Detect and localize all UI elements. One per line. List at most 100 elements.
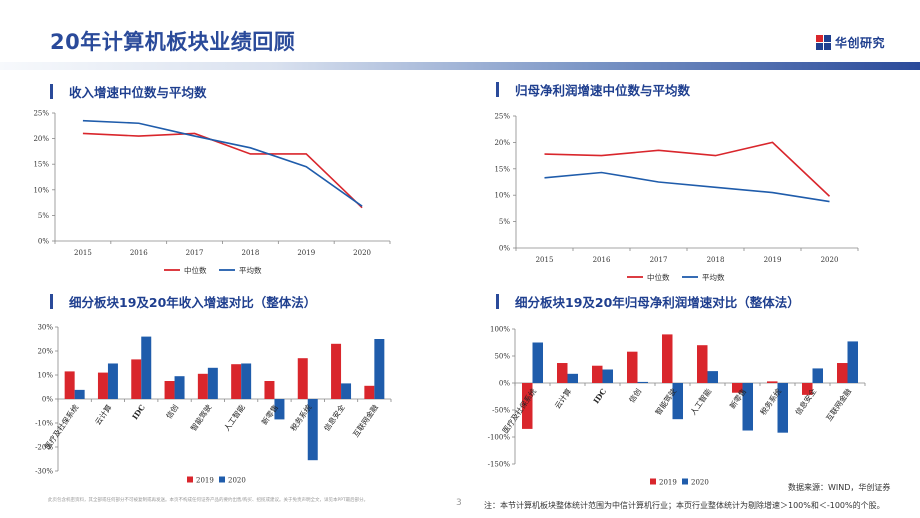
- y-tick-label: -100%: [488, 434, 511, 442]
- page-number: 3: [456, 498, 462, 508]
- legend-swatch-1: [219, 476, 225, 483]
- logo-text: 华创研究: [835, 36, 886, 50]
- section-title-text: 收入增速中位数与平均数: [69, 85, 207, 100]
- series-line-1: [82, 119, 363, 207]
- bar-2020-0: [532, 342, 543, 383]
- bar-2020-5: [241, 363, 252, 399]
- y-tick-label: -150%: [488, 461, 511, 469]
- bar-2019-1: [97, 372, 108, 399]
- y-tick-label: 10%: [33, 186, 49, 194]
- bar-2019-0: [64, 371, 75, 399]
- disclaimer: 此页包含机密资料，其全部或任何部分不可被复制或再发送。本页不构成任何证券产品的要…: [48, 498, 369, 503]
- section-marker: [496, 294, 499, 309]
- section-title-profit: 归母净利润增速中位数与平均数: [496, 80, 690, 99]
- x-tick-label: 2019: [764, 256, 782, 264]
- bar-2019-2: [131, 359, 142, 399]
- y-tick-label: 5%: [499, 218, 510, 226]
- bar-2020-1: [107, 363, 118, 399]
- bar-2020-3: [637, 381, 648, 383]
- legend-swatch-1: [682, 478, 688, 485]
- x-tick-label: 云计算: [552, 386, 573, 411]
- bar-2020-9: [847, 341, 858, 383]
- footnote: 注：本节计算机板块整体统计范围为中信计算机行业；本页行业整体统计为剔除增速＞10…: [484, 501, 885, 510]
- bar-2020-2: [141, 336, 152, 399]
- bar-2019-5: [697, 345, 708, 383]
- section-title-text: 归母净利润增速中位数与平均数: [515, 83, 691, 98]
- y-tick-label: 20%: [494, 139, 510, 147]
- bar-2020-8: [341, 383, 352, 399]
- legend-label-1: 2020: [228, 477, 246, 485]
- bar-2020-9: [374, 339, 385, 399]
- bar-2019-4: [662, 334, 673, 383]
- bar-2020-6: [742, 383, 753, 431]
- bar-2020-7: [307, 399, 318, 461]
- bar-2019-1: [557, 363, 568, 383]
- bar-2019-7: [297, 358, 308, 399]
- y-tick-label: -50%: [492, 407, 510, 415]
- bar-2020-8: [812, 368, 823, 383]
- bar-2019-3: [627, 351, 638, 383]
- bar-2020-6: [274, 399, 285, 420]
- legend-swatch-0: [650, 478, 656, 485]
- bar-2019-4: [197, 373, 208, 399]
- series-line-0: [544, 141, 831, 197]
- bar-2019-8: [802, 383, 813, 395]
- x-tick-label: 2017: [650, 256, 668, 264]
- y-tick-label: 0%: [42, 396, 53, 404]
- series-line-0: [82, 132, 363, 209]
- legend-label-1: 平均数: [702, 272, 725, 282]
- x-tick-label: 2020: [353, 249, 371, 257]
- bar-2020-2: [602, 369, 613, 383]
- y-tick-label: -10%: [35, 420, 53, 428]
- legend-label-0: 2019: [659, 479, 677, 487]
- x-tick-label: 2020: [821, 256, 839, 264]
- bar-2019-9: [837, 363, 848, 383]
- bar-2019-7: [767, 381, 778, 383]
- y-tick-label: 25%: [494, 113, 510, 121]
- bar-2020-3: [174, 376, 185, 399]
- legend-label-1: 平均数: [239, 265, 262, 275]
- y-tick-label: 10%: [494, 192, 510, 200]
- logo: 华创研究: [816, 34, 885, 51]
- legend-label-0: 2019: [196, 477, 214, 485]
- y-tick-label: 100%: [490, 326, 510, 334]
- data-source: 数据来源：WIND，华创证券: [788, 483, 891, 492]
- bar-2019-5: [231, 364, 242, 399]
- y-tick-label: 30%: [37, 324, 53, 332]
- section-marker: [50, 84, 53, 99]
- x-tick-label: 2015: [536, 256, 554, 264]
- bar-2020-7: [777, 383, 788, 433]
- y-tick-label: -20%: [35, 444, 53, 452]
- y-tick-label: 0%: [499, 380, 510, 388]
- y-tick-label: 0%: [38, 238, 49, 246]
- bar-2019-9: [364, 385, 375, 399]
- section-marker: [496, 82, 499, 97]
- bar-2019-6: [732, 383, 743, 393]
- series-line-1: [544, 171, 830, 203]
- y-tick-label: 15%: [494, 165, 510, 173]
- y-tick-label: 5%: [38, 212, 49, 220]
- bar-2019-6: [264, 381, 275, 399]
- x-tick-label: 2018: [707, 256, 725, 264]
- legend-label-0: 中位数: [184, 265, 207, 275]
- x-tick-label: 2015: [74, 249, 92, 257]
- x-tick-label: 2019: [297, 249, 315, 257]
- y-tick-label: 15%: [33, 161, 49, 169]
- header-band: [0, 62, 920, 70]
- bar-2020-4: [207, 367, 218, 399]
- section-title-revenue: 收入增速中位数与平均数: [50, 82, 207, 101]
- bar-2020-5: [707, 371, 718, 383]
- section-title-segment-revenue: 细分板块19及20年收入增速对比（整体法）: [50, 292, 316, 311]
- bar-2020-0: [74, 389, 85, 399]
- legend-swatch-0: [187, 476, 193, 483]
- x-tick-label: 互联网金融: [823, 386, 853, 423]
- legend-label-0: 中位数: [647, 272, 670, 282]
- section-title-text: 细分板块19及20年归母净利润增速对比（整体法）: [515, 295, 800, 310]
- bar-2019-8: [331, 343, 342, 399]
- section-title-segment-profit: 细分板块19及20年归母净利润增速对比（整体法）: [496, 292, 800, 311]
- y-tick-label: 20%: [33, 135, 49, 143]
- section-marker: [50, 294, 53, 309]
- x-tick-label: 信创: [626, 386, 643, 404]
